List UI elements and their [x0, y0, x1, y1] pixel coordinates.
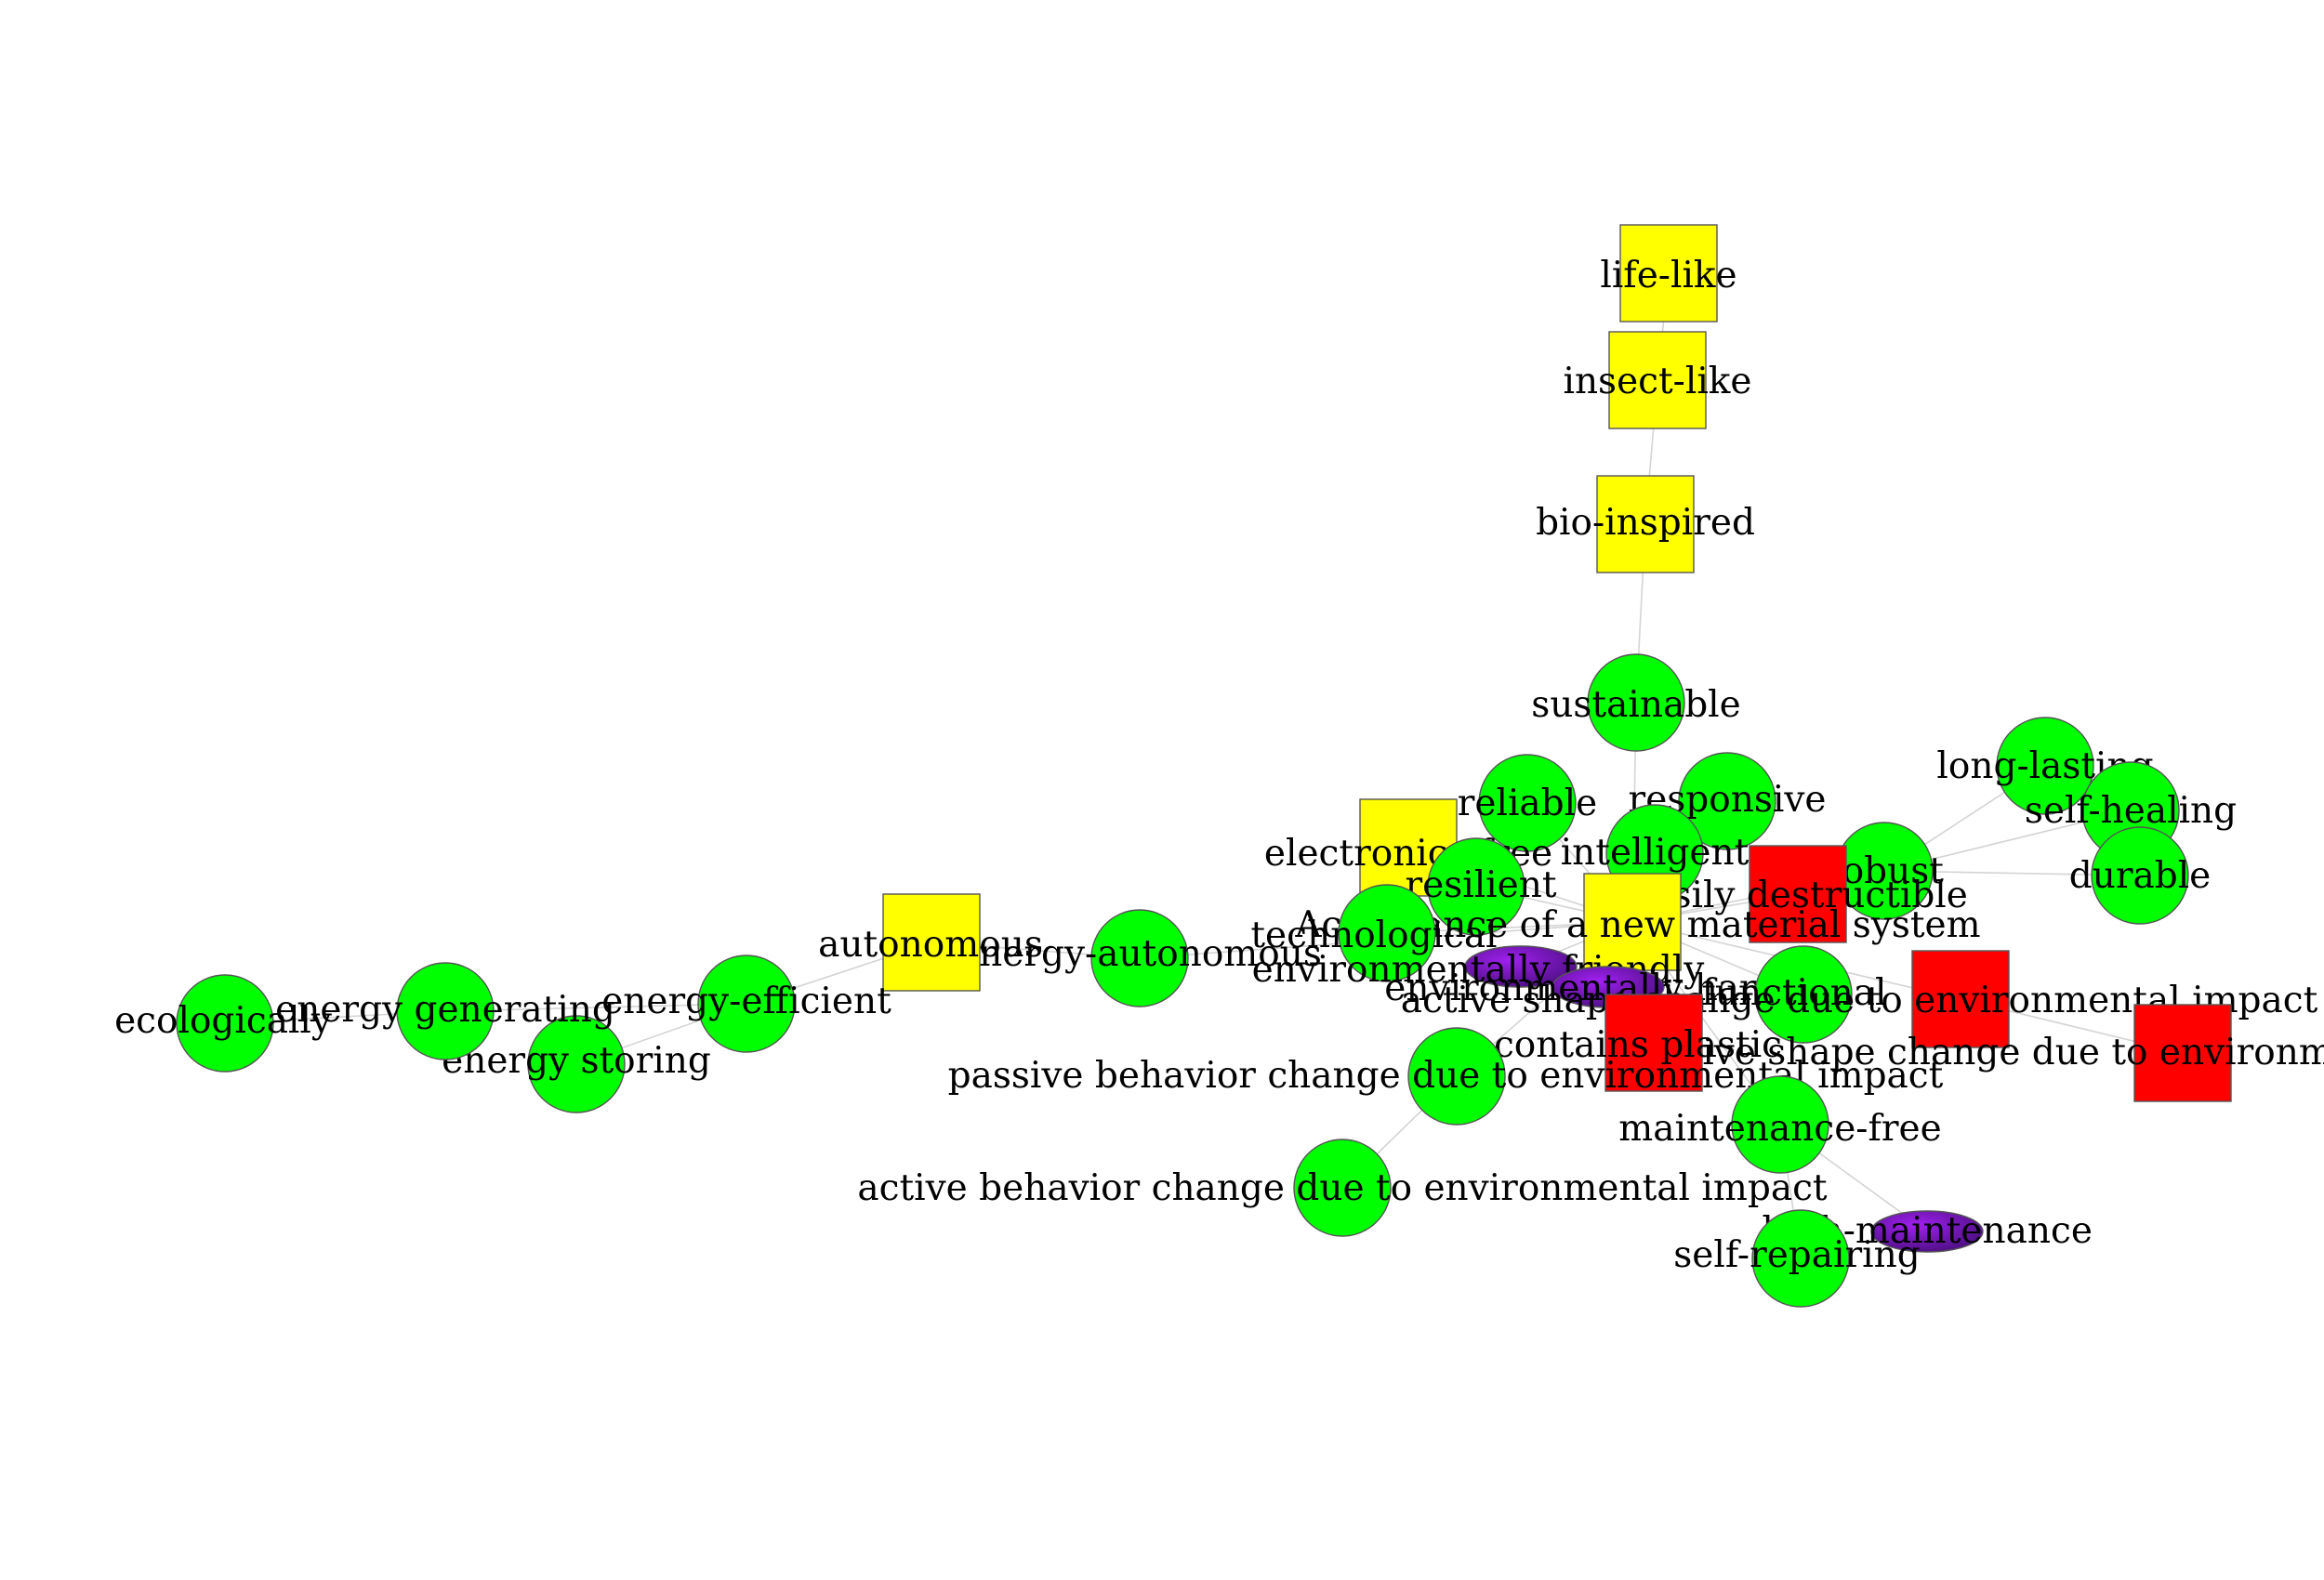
node-square: [1619, 224, 1718, 323]
node-circle: [527, 1015, 626, 1113]
node-square: [2133, 1004, 2232, 1102]
node-energy-autonomous[interactable]: energy-autonomous: [957, 909, 1322, 1007]
node-sustainable[interactable]: sustainable: [1531, 653, 1741, 752]
node-circle: [1678, 752, 1776, 850]
node-label: maintenance-free: [1618, 1108, 1941, 1150]
node-energy-efficient[interactable]: energy-efficient: [601, 955, 891, 1053]
node-circle: [1338, 884, 1436, 982]
node-label: active behavior change due to environmen…: [857, 1167, 1828, 1209]
node-circle: [1587, 653, 1685, 752]
node-life-like[interactable]: life-like: [1600, 224, 1737, 323]
node-square: [1749, 845, 1847, 943]
node-square: [1596, 475, 1695, 573]
node-label: contains plastic: [1494, 1024, 1782, 1066]
node-circle: [697, 955, 796, 1053]
node-circle: [396, 962, 495, 1060]
node-label: ecologically: [114, 1000, 332, 1042]
node-resilient[interactable]: resilient: [1405, 837, 1557, 936]
node-circle: [1478, 754, 1577, 852]
node-label: energy generating: [275, 989, 615, 1031]
node-label: durable: [2069, 855, 2212, 897]
edge-energy-efficient-to-energy-generating: [444, 1003, 747, 1012]
node-energy-generating[interactable]: energy generating: [275, 962, 615, 1060]
node-label: self-healing: [2025, 790, 2237, 832]
node-label: easily destructible: [1630, 875, 1968, 916]
node-responsive[interactable]: responsive: [1629, 752, 1827, 850]
node-label: technological: [1250, 915, 1497, 956]
node-ellipse: [1464, 945, 1578, 988]
node-label: energy storing: [442, 1040, 711, 1082]
node-self-repairing[interactable]: self-repairing: [1673, 1209, 1921, 1308]
node-durable[interactable]: durable: [2069, 826, 2212, 925]
node-maintenance-free[interactable]: maintenance-free: [1618, 1075, 1942, 1174]
node-circle: [1407, 1027, 1506, 1126]
node-label: insect-like: [1563, 361, 1751, 402]
node-ellipse: [1870, 1210, 1984, 1253]
node-circle: [2091, 826, 2189, 925]
node-passive-shape-change[interactable]: passive shape change due to environmenta…: [1620, 1004, 2324, 1102]
node-square: [882, 893, 981, 992]
node-circle: [1751, 1209, 1850, 1308]
node-square: [1608, 331, 1707, 429]
node-label: self-repairing: [1673, 1234, 1920, 1276]
node-label: functional: [1702, 972, 1887, 1014]
node-easily-destructible[interactable]: easily destructible: [1630, 845, 1968, 943]
node-active-behavior[interactable]: active behavior change due to environmen…: [857, 1139, 1828, 1237]
node-contains-plastic[interactable]: contains plastic: [1494, 994, 1782, 1092]
node-label: bio-inspired: [1536, 502, 1755, 544]
node-label: autonomous: [818, 924, 1043, 966]
node-label: intelligent: [1561, 832, 1750, 874]
node-circle: [1754, 945, 1853, 1044]
node-circle: [1731, 1075, 1829, 1174]
node-insect-like[interactable]: insect-like: [1563, 331, 1752, 429]
node-energy-storing[interactable]: energy storing: [442, 1015, 711, 1113]
node-circle: [1427, 837, 1525, 936]
node-square: [1604, 994, 1703, 1092]
node-reliable[interactable]: reliable: [1458, 754, 1597, 852]
node-label: energy-autonomous: [957, 933, 1322, 975]
node-square: [1911, 950, 2010, 1048]
node-label: sustainable: [1531, 684, 1740, 726]
node-label: resilient: [1405, 864, 1556, 906]
node-label: reliable: [1458, 783, 1597, 824]
node-functional[interactable]: functional: [1702, 945, 1887, 1044]
node-label: passive shape change due to environmenta…: [1620, 1032, 2324, 1073]
node-bio-inspired[interactable]: bio-inspired: [1536, 475, 1755, 573]
node-layer: life-like insect-like bio-inspired sustaina…: [114, 224, 2324, 1308]
node-circle: [1996, 717, 2094, 815]
node-circle: [1293, 1139, 1392, 1237]
node-ecologically[interactable]: ecologically: [114, 974, 332, 1073]
node-label: energy-efficient: [601, 981, 891, 1022]
node-circle: [1090, 909, 1189, 1007]
node-label: life-like: [1600, 255, 1736, 296]
node-technological[interactable]: technological: [1250, 884, 1498, 982]
node-autonomous[interactable]: autonomous: [818, 893, 1043, 992]
node-circle: [176, 974, 274, 1073]
